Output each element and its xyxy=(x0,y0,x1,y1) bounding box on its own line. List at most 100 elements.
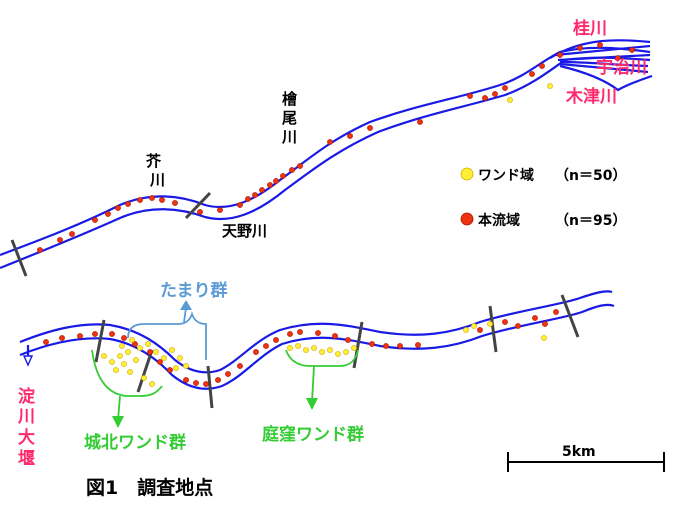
weir-triangle xyxy=(22,355,34,367)
survey-point-main xyxy=(415,342,421,348)
survey-point-main xyxy=(532,315,538,321)
survey-point-wando xyxy=(311,345,317,351)
survey-point-wando xyxy=(303,347,309,353)
survey-point-main xyxy=(553,309,559,315)
survey-point-wando xyxy=(173,365,179,371)
survey-point-wando xyxy=(183,363,189,369)
survey-point-main xyxy=(197,209,203,215)
kizu-river-label: 木津川 xyxy=(565,86,617,107)
yodo-weir-char-2: 川 xyxy=(17,407,35,427)
survey-point-main xyxy=(252,192,258,198)
lower-river-bank-north xyxy=(19,290,613,374)
survey-point-wando xyxy=(547,83,553,89)
upper-section-bars xyxy=(10,191,212,277)
survey-point-main xyxy=(121,335,127,341)
niwakubo-arrow-shaft xyxy=(311,365,315,403)
survey-point-main xyxy=(115,205,121,211)
legend-main-marker xyxy=(460,212,474,226)
survey-point-main xyxy=(539,63,545,69)
survey-point-main xyxy=(157,359,163,365)
survey-point-main xyxy=(193,380,199,386)
survey-point-main xyxy=(502,319,508,325)
survey-point-main xyxy=(132,341,138,347)
survey-point-main xyxy=(542,321,548,327)
hinoki-river-label-2: 尾 xyxy=(282,109,297,127)
lower-wando-points xyxy=(101,321,547,387)
survey-point-main xyxy=(125,201,131,207)
survey-point-main xyxy=(577,45,583,51)
section-bar xyxy=(488,305,498,353)
tamari-bracket xyxy=(127,300,207,360)
survey-point-wando xyxy=(351,345,357,351)
survey-point-main xyxy=(492,91,498,97)
survey-point-wando xyxy=(541,335,547,341)
survey-point-main xyxy=(477,327,483,333)
survey-point-main xyxy=(159,197,165,203)
legend-main-count: （n＝95） xyxy=(555,213,626,229)
survey-point-wando xyxy=(121,361,127,367)
shirokita-bracket-line xyxy=(91,349,163,397)
survey-point-main xyxy=(245,196,251,202)
survey-point-main xyxy=(347,133,353,139)
survey-point-wando xyxy=(507,97,513,103)
survey-point-wando xyxy=(109,359,115,365)
upper-river-bank-south xyxy=(0,56,651,270)
hinoki-river-label-3: 川 xyxy=(281,128,297,146)
akuta-river-label-1: 芥 xyxy=(146,152,162,170)
survey-point-main xyxy=(273,337,279,343)
tamari-arrow-shaft xyxy=(183,307,187,323)
shirokita-bracket xyxy=(91,349,163,428)
section-bar xyxy=(10,239,28,277)
tamari-arrow-head xyxy=(180,300,192,310)
niwakubo-bracket-line xyxy=(285,349,359,367)
lower-river xyxy=(19,290,615,390)
legend-wando-marker xyxy=(460,167,474,181)
upper-river-bank-north xyxy=(0,46,651,257)
upper-wando-points xyxy=(507,83,553,103)
survey-point-main xyxy=(502,85,508,91)
survey-point-wando xyxy=(487,321,493,327)
survey-point-wando xyxy=(471,323,477,329)
survey-point-main xyxy=(383,343,389,349)
survey-point-wando xyxy=(169,347,175,353)
survey-point-main xyxy=(225,371,231,377)
survey-point-wando xyxy=(327,347,333,353)
amano-river-label: 天野川 xyxy=(222,222,267,240)
scale-bar xyxy=(507,452,665,472)
niwakubo-arrow-head xyxy=(306,398,318,410)
survey-point-main xyxy=(105,211,111,217)
survey-point-wando xyxy=(295,343,301,349)
shirokita-arrow-head xyxy=(112,416,124,428)
tamari-bracket-line xyxy=(127,311,207,360)
survey-point-main xyxy=(77,333,83,339)
survey-point-main xyxy=(315,330,321,336)
uji-river-label: 宇治川 xyxy=(596,57,647,78)
survey-point-main xyxy=(237,363,243,369)
confluence-lines xyxy=(554,44,651,74)
survey-point-wando xyxy=(177,355,183,361)
survey-point-wando xyxy=(125,349,131,355)
survey-point-main xyxy=(172,200,178,206)
survey-point-wando xyxy=(129,337,135,343)
survey-point-main xyxy=(267,182,273,188)
survey-point-main xyxy=(529,71,535,77)
survey-point-wando xyxy=(343,349,349,355)
survey-point-main xyxy=(327,139,333,145)
yodo-weir-char-4: 堰 xyxy=(18,449,35,469)
survey-point-main xyxy=(253,349,259,355)
survey-point-main xyxy=(109,331,115,337)
survey-point-wando xyxy=(149,381,155,387)
uji-branch xyxy=(559,60,649,68)
survey-point-main xyxy=(615,55,621,61)
survey-point-main xyxy=(149,195,155,201)
survey-point-main xyxy=(289,167,295,173)
survey-point-main xyxy=(259,187,265,193)
survey-point-main xyxy=(287,331,293,337)
survey-point-wando xyxy=(319,349,325,355)
survey-point-main xyxy=(345,337,351,343)
legend: ワンド域 （n＝50） 本流域 （n＝95） xyxy=(460,167,626,229)
scale-bar-label: 5km xyxy=(562,444,596,460)
legend-main-label: 本流域 xyxy=(478,212,520,229)
survey-point-main xyxy=(263,343,269,349)
survey-point-main xyxy=(332,333,338,339)
